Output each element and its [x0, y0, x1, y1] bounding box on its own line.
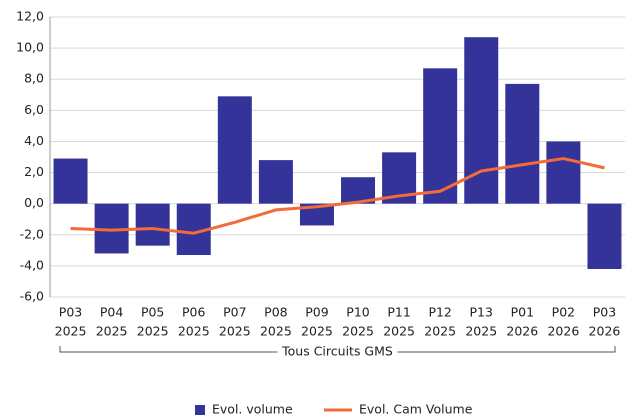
bar: [299, 203, 334, 226]
x-tick-label: P04: [100, 305, 123, 320]
x-tick-label: P03: [59, 305, 82, 320]
x-tick-label: P06: [182, 305, 205, 320]
x-tick-label: P09: [305, 305, 328, 320]
bar: [505, 83, 540, 204]
x-tick-label: 2026: [589, 324, 621, 339]
x-tick-label: 2025: [178, 324, 210, 339]
x-tick-label: 2025: [96, 324, 128, 339]
line: [70, 157, 605, 235]
bar: [423, 68, 458, 204]
bar: [464, 37, 499, 204]
y-tick-label: -6,0: [20, 289, 44, 304]
bar: [53, 158, 88, 204]
bar: [587, 203, 622, 269]
x-tick-label: P13: [470, 305, 493, 320]
legend-swatch: [195, 405, 205, 415]
x-tick-label: 2026: [547, 324, 579, 339]
x-tick-label: 2026: [506, 324, 538, 339]
y-tick-label: 2,0: [24, 164, 44, 179]
bar: [217, 96, 252, 204]
x-tick-label: 2025: [137, 324, 169, 339]
x-tick-label: P01: [511, 305, 534, 320]
x-tick-label: 2025: [383, 324, 415, 339]
x-tick-label: P07: [223, 305, 246, 320]
x-tick-label: P10: [346, 305, 369, 320]
legend-label: Evol. volume: [212, 402, 293, 417]
y-tick-label: -4,0: [20, 257, 44, 272]
group-label-bg: [277, 344, 398, 360]
group-label: Tous Circuits GMS: [281, 344, 393, 359]
x-tick-label: 2025: [219, 324, 251, 339]
x-tick-label: P05: [141, 305, 164, 320]
y-tick-label: 4,0: [24, 133, 44, 148]
x-tick-label: P11: [387, 305, 410, 320]
x-tick-label: 2025: [424, 324, 456, 339]
legend-label: Evol. Cam Volume: [359, 402, 473, 417]
x-tick-label: 2025: [301, 324, 333, 339]
y-tick-label: 8,0: [24, 71, 44, 86]
bar: [258, 160, 293, 204]
y-tick-label: -2,0: [20, 226, 44, 241]
x-tick-label: 2025: [342, 324, 374, 339]
x-tick-label: P12: [428, 305, 451, 320]
y-tick-label: 0,0: [24, 195, 44, 210]
y-tick-label: 10,0: [16, 40, 44, 55]
x-tick-label: P08: [264, 305, 287, 320]
x-tick-label: 2025: [465, 324, 497, 339]
bar: [135, 203, 170, 246]
y-tick-label: 6,0: [24, 102, 44, 117]
y-tick-label: 12,0: [16, 9, 44, 24]
x-tick-label: 2025: [260, 324, 292, 339]
x-tick-label: P02: [552, 305, 575, 320]
x-tick-label: P03: [593, 305, 616, 320]
bar: [546, 141, 581, 204]
x-tick-label: 2025: [55, 324, 87, 339]
